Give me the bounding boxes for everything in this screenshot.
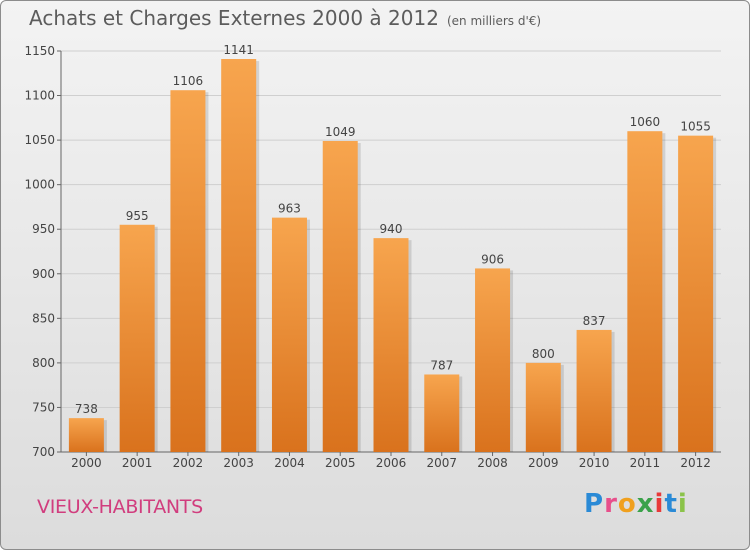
bar-2004 — [271, 217, 307, 452]
data-label-2004: 963 — [278, 202, 301, 216]
bar-2010 — [576, 329, 612, 452]
data-label-2006: 940 — [380, 222, 403, 236]
data-label-2001: 955 — [126, 209, 149, 223]
bar-2000 — [68, 418, 104, 452]
y-tick-label: 750 — [32, 400, 55, 414]
data-label-2002: 1106 — [173, 74, 204, 88]
x-tick-label: 2001 — [122, 456, 153, 470]
data-label-2007: 787 — [430, 358, 453, 372]
x-tick-label: 2008 — [477, 456, 508, 470]
x-tick-label: 2003 — [223, 456, 254, 470]
axes: 700 750 800 850 900 950 1000 1050 1100 1150 2000 20… — [24, 44, 721, 470]
bar-2001 — [119, 224, 155, 452]
bar-2009 — [525, 362, 561, 452]
title-text: Achats et Charges Externes 2000 à 2012 — [29, 6, 439, 30]
y-tick-label: 1000 — [24, 178, 55, 192]
y-tick-label: 1150 — [24, 44, 55, 58]
x-tick-label: 2002 — [173, 456, 204, 470]
y-tick-label: 800 — [32, 356, 55, 370]
data-label-2005: 1049 — [325, 125, 356, 139]
bars — [68, 59, 717, 453]
data-label-2003: 1141 — [223, 43, 254, 57]
chart-title: Achats et Charges Externes 2000 à 2012 (e… — [29, 6, 541, 30]
bar-2003 — [221, 59, 257, 453]
data-labels: 738 955 1106 1141 963 1049 940 787 906 800 837 1060… — [75, 43, 711, 416]
bar-2006 — [373, 238, 409, 452]
x-tick-label: 2011 — [630, 456, 661, 470]
y-tick-label: 950 — [32, 222, 55, 236]
y-tick-label: 850 — [32, 311, 55, 325]
y-tick-label: 900 — [32, 267, 55, 281]
town-name: VIEUX-HABITANTS — [37, 496, 203, 518]
y-tick-label: 700 — [32, 445, 55, 459]
proxiti-logo: Proxiti — [584, 489, 688, 519]
bar-2002 — [170, 90, 206, 452]
x-tick-label: 2006 — [376, 456, 407, 470]
data-label-2000: 738 — [75, 402, 98, 416]
y-tick-label: 1050 — [24, 133, 55, 147]
x-tick-label: 2009 — [528, 456, 559, 470]
bar-2011 — [627, 131, 663, 452]
data-label-2008: 906 — [481, 252, 504, 266]
bar-2012 — [678, 135, 714, 452]
data-label-2010: 837 — [583, 314, 606, 328]
x-tick-label: 2004 — [274, 456, 305, 470]
bar-2005 — [322, 141, 358, 452]
y-tick-label: 1100 — [24, 89, 55, 103]
unit-label: (en milliers d'€) — [446, 14, 542, 28]
x-tick-label: 2007 — [426, 456, 457, 470]
x-tick-label: 2012 — [680, 456, 711, 470]
data-label-2012: 1055 — [680, 120, 711, 134]
x-tick-label: 2000 — [71, 456, 102, 470]
x-tick-label: 2010 — [579, 456, 610, 470]
bar-2007 — [424, 374, 460, 452]
x-tick-label: 2005 — [325, 456, 356, 470]
data-label-2011: 1060 — [630, 115, 661, 129]
data-label-2009: 800 — [532, 347, 555, 361]
bar-2008 — [475, 268, 511, 452]
